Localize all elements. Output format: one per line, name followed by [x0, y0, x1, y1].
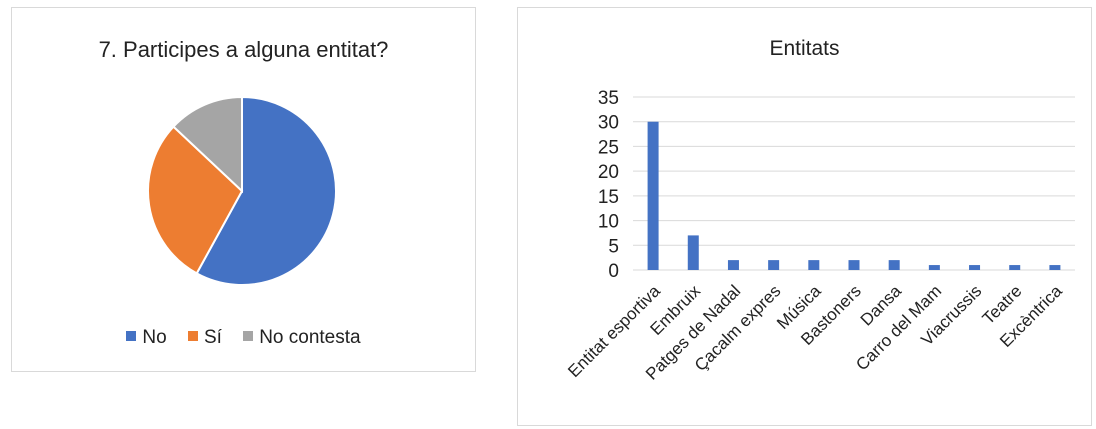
legend-item-si: Sí: [187, 327, 222, 349]
legend-swatch-no: [126, 330, 137, 341]
bar-excentrica: [1049, 265, 1061, 270]
legend-label-no: No: [142, 327, 167, 348]
y-tick-label: 5: [608, 236, 619, 257]
y-tick-label: 10: [598, 212, 619, 233]
pie-slice-no: [195, 95, 337, 286]
pie-chart: [147, 95, 337, 286]
bar-chart-title: Entitats: [769, 37, 840, 60]
bar-patges-de-nadal: [727, 260, 739, 270]
pie-chart-panel: 7. Participes a alguna entitat? No Sí No…: [11, 7, 476, 372]
bar-embruix: [687, 235, 699, 270]
legend-swatch-no-contesta: [243, 330, 254, 341]
bar-teatre: [1009, 265, 1021, 270]
legend-label-no-contesta: No contesta: [259, 327, 361, 348]
legend-label-si: Sí: [203, 327, 222, 348]
legend-swatch-si: [187, 330, 198, 341]
y-tick-label: 30: [598, 113, 619, 134]
bar-viacrussis: [969, 265, 981, 270]
y-tick-label: 15: [598, 187, 619, 208]
bar-carro-del-mam: [928, 265, 940, 270]
legend-item-no: No: [126, 327, 167, 349]
pie-slice-si: [147, 125, 244, 275]
bar-dansa: [888, 260, 900, 270]
pie-legend: No Sí No contesta: [12, 327, 475, 349]
bar-cacalm-expres: [768, 260, 780, 270]
y-tick-label: 35: [598, 88, 619, 109]
pie-slice-no-contesta: [172, 95, 243, 194]
y-tick-label: 0: [608, 261, 619, 282]
bar-musica: [808, 260, 820, 270]
bar-entitat-esportiva: [647, 121, 659, 270]
bar-bastoners: [848, 260, 860, 270]
y-tick-label: 20: [598, 162, 619, 183]
legend-item-no-contesta: No contesta: [243, 327, 361, 349]
y-tick-label: 25: [598, 137, 619, 158]
pie-chart-title: 7. Participes a alguna entitat?: [98, 37, 389, 62]
bar-chart-panel: Entitats 0 5 10 15 20 25 30 35 Entitat esportiva…: [517, 7, 1092, 426]
